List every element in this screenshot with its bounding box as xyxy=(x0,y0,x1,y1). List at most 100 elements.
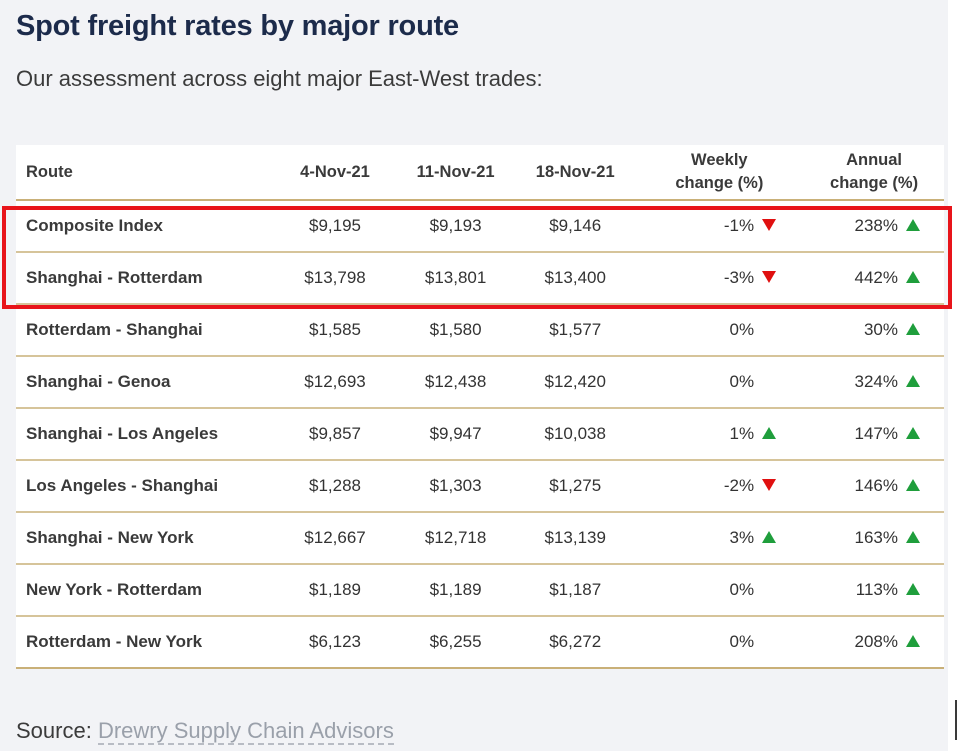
arrow-up-icon xyxy=(906,270,920,283)
cell-weekly-change: 1% xyxy=(634,408,805,461)
cell-d3: $1,187 xyxy=(515,564,635,617)
cell-weekly-change: -2% xyxy=(634,460,805,513)
cell-route: New York - Rotterdam xyxy=(16,564,275,617)
freight-rates-table-container: Route 4-Nov-21 11-Nov-21 18-Nov-21 Weekl… xyxy=(16,145,944,669)
cell-route: Composite Index xyxy=(16,200,275,253)
annual-change-value: 324% xyxy=(854,372,898,391)
cell-annual-change: 113% xyxy=(804,564,944,617)
arrow-up-icon xyxy=(906,374,920,387)
annual-change-value: 238% xyxy=(854,216,898,235)
cell-d3: $13,139 xyxy=(515,512,635,565)
table-row: New York - Rotterdam $1,189 $1,189 $1,187 0%… xyxy=(16,564,944,617)
weekly-change-value: 0% xyxy=(729,580,755,599)
cell-weekly-change: -3% xyxy=(634,252,805,305)
annual-change-value: 30% xyxy=(863,320,898,339)
cell-d2: $12,438 xyxy=(395,356,516,409)
cell-route: Rotterdam - Shanghai xyxy=(16,304,275,357)
cell-route: Shanghai - Genoa xyxy=(16,356,275,409)
arrow-up-icon xyxy=(906,478,920,491)
cell-annual-change: 30% xyxy=(804,304,944,357)
cell-annual-change: 324% xyxy=(804,356,944,409)
arrow-up-icon xyxy=(906,322,920,335)
cell-d3: $12,420 xyxy=(515,356,635,409)
header-date-3: 18-Nov-21 xyxy=(515,145,635,201)
cell-annual-change: 147% xyxy=(804,408,944,461)
cell-d2: $1,189 xyxy=(395,564,516,617)
annual-change-value: 442% xyxy=(854,268,898,287)
weekly-change-value: 0% xyxy=(729,320,755,339)
cell-d1: $1,585 xyxy=(274,304,396,357)
weekly-change-value: 0% xyxy=(729,632,755,651)
arrow-up-icon xyxy=(906,530,920,543)
header-route: Route xyxy=(16,145,275,201)
header-annual-line-2: change (%) xyxy=(830,174,919,192)
cell-weekly-change: 0% xyxy=(634,564,805,617)
cell-d1: $1,288 xyxy=(274,460,396,513)
annual-change-value: 147% xyxy=(854,424,898,443)
arrow-up-icon xyxy=(762,530,777,543)
cell-d2: $6,255 xyxy=(395,616,516,669)
cell-d3: $1,275 xyxy=(515,460,635,513)
table-row: Shanghai - New York $12,667 $12,718 $13,139… xyxy=(16,512,944,565)
header-weekly-line-1: Weekly xyxy=(691,151,748,169)
table-row: Shanghai - Genoa $12,693 $12,438 $12,420 0% 3… xyxy=(16,356,944,409)
cell-d1: $9,857 xyxy=(274,408,396,461)
cell-route: Los Angeles - Shanghai xyxy=(16,460,275,513)
header-date-2: 11-Nov-21 xyxy=(395,145,516,201)
arrow-down-icon xyxy=(762,218,777,231)
arrow-up-icon xyxy=(906,582,920,595)
cell-d2: $1,303 xyxy=(395,460,516,513)
arrow-up-icon xyxy=(762,426,777,439)
cell-d1: $12,693 xyxy=(274,356,396,409)
cell-annual-change: 238% xyxy=(804,200,944,253)
page-subtitle: Our assessment across eight major East-W… xyxy=(16,66,543,91)
header-annual-change: Annual change (%) xyxy=(804,145,944,201)
cell-weekly-change: 3% xyxy=(634,512,805,565)
annual-change-value: 113% xyxy=(855,580,898,599)
arrow-up-icon xyxy=(906,218,920,231)
cell-weekly-change: 0% xyxy=(634,616,805,669)
cell-d3: $6,272 xyxy=(515,616,635,669)
cell-d3: $9,146 xyxy=(515,200,635,253)
cell-weekly-change: 0% xyxy=(634,356,805,409)
cell-d1: $9,195 xyxy=(274,200,396,253)
cell-weekly-change: -1% xyxy=(634,200,805,253)
annual-change-value: 163% xyxy=(854,528,898,547)
source-note: Source: Drewry Supply Chain Advisors xyxy=(16,718,394,745)
table-row: Composite Index $9,195 $9,193 $9,146 -1% 238% xyxy=(16,200,944,253)
header-weekly-change: Weekly change (%) xyxy=(634,145,805,201)
table-row: Rotterdam - Shanghai $1,585 $1,580 $1,577 0%… xyxy=(16,304,944,357)
table-row: Shanghai - Los Angeles $9,857 $9,947 $10,03… xyxy=(16,408,944,461)
page-title: Spot freight rates by major route xyxy=(16,10,459,42)
arrow-up-icon xyxy=(906,634,920,647)
cell-annual-change: 146% xyxy=(804,460,944,513)
table-row: Shanghai - Rotterdam $13,798 $13,801 $13,40… xyxy=(16,252,944,305)
cell-route: Shanghai - Los Angeles xyxy=(16,408,275,461)
annual-change-value: 208% xyxy=(854,632,898,651)
header-annual-line-1: Annual xyxy=(846,151,903,169)
source-label: Source: xyxy=(16,718,92,743)
cell-d2: $9,193 xyxy=(395,200,516,253)
arrow-down-icon xyxy=(762,270,777,283)
cell-d1: $12,667 xyxy=(274,512,396,565)
cell-weekly-change: 0% xyxy=(634,304,805,357)
arrow-down-icon xyxy=(762,478,777,491)
cell-annual-change: 442% xyxy=(804,252,944,305)
cell-d2: $1,580 xyxy=(395,304,516,357)
cell-route: Shanghai - Rotterdam xyxy=(16,252,275,305)
table-row: Los Angeles - Shanghai $1,288 $1,303 $1,275… xyxy=(16,460,944,513)
freight-rates-table: Route 4-Nov-21 11-Nov-21 18-Nov-21 Weekl… xyxy=(16,145,944,669)
cell-annual-change: 208% xyxy=(804,616,944,669)
source-link[interactable]: Drewry Supply Chain Advisors xyxy=(97,718,394,745)
table-row: Rotterdam - New York $6,123 $6,255 $6,272 0%… xyxy=(16,616,944,669)
cell-annual-change: 163% xyxy=(804,512,944,565)
cell-d1: $13,798 xyxy=(274,252,396,305)
cell-d1: $6,123 xyxy=(274,616,396,669)
cell-d1: $1,189 xyxy=(274,564,396,617)
edge-cursor-mark xyxy=(955,700,957,740)
arrow-up-icon xyxy=(906,426,920,439)
weekly-change-value: 3% xyxy=(729,528,755,547)
cell-d3: $1,577 xyxy=(515,304,635,357)
weekly-change-value: 1% xyxy=(729,424,755,443)
